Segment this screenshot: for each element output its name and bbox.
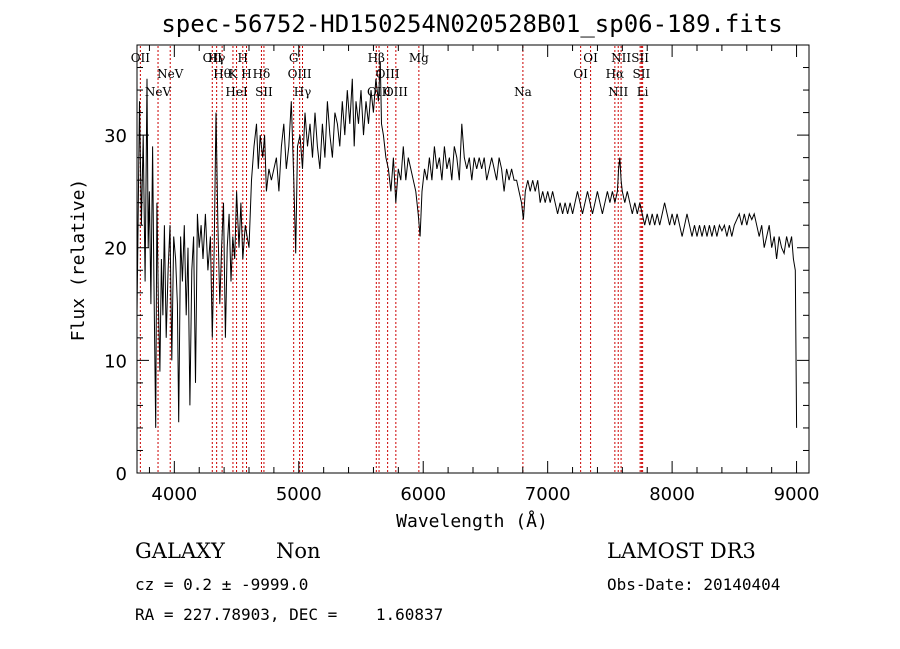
marker-label-15: Hβ <box>368 51 385 65</box>
marker-label-20: Na <box>514 85 532 99</box>
marker-label-2: NeV <box>157 67 184 81</box>
marker-label-10: Hδ <box>253 67 271 81</box>
marker-label-25: NII <box>611 51 631 65</box>
x-tick-label-3: 7000 <box>525 484 571 505</box>
plot-frame <box>136 44 810 474</box>
x-tick-label-2: 6000 <box>400 484 446 505</box>
x-tick-label-0: 4000 <box>151 484 197 505</box>
marker-label-1: NeV <box>145 85 172 99</box>
marker-label-14: Hγ <box>294 85 312 99</box>
marker-label-4: Hγ <box>208 51 226 65</box>
marker-label-18: OIII <box>384 85 408 99</box>
line-markers <box>139 46 644 472</box>
marker-label-24: NII <box>608 85 628 99</box>
object-subclass: Non <box>276 539 321 563</box>
cz-value: cz = 0.2 ± -9999.0 <box>135 575 308 594</box>
x-axis-ticks: 4000 5000 6000 7000 8000 9000 <box>148 45 820 505</box>
marker-label-3: OII <box>203 51 223 65</box>
x-tick-label-4: 8000 <box>649 484 695 505</box>
ra-dec: RA = 227.78903, DEC = 1.60837 <box>135 605 443 624</box>
y-tick-label-1: 10 <box>104 351 127 372</box>
y-tick-label-0: 0 <box>116 464 127 485</box>
x-tick-label-1: 5000 <box>276 484 322 505</box>
marker-label-19: Mg <box>409 51 429 65</box>
marker-label-7: HeI <box>225 85 248 99</box>
y-tick-label-2: 20 <box>104 239 127 260</box>
x-tick-label-5: 9000 <box>774 484 820 505</box>
marker-label-23: Hα <box>606 67 625 81</box>
marker-label-0: OII <box>131 51 151 65</box>
marker-label-22: OI <box>583 51 598 65</box>
spectrum-line <box>136 61 798 428</box>
marker-label-13: OIII <box>288 67 312 81</box>
marker-label-17: OIII <box>376 67 400 81</box>
y-axis-ticks: 0 10 20 30 <box>104 67 809 485</box>
y-axis-label: Flux (relative) <box>68 179 89 342</box>
marker-label-26: SII <box>631 51 649 65</box>
marker-label-8: H <box>238 51 248 65</box>
chart-title: spec-56752-HD150254N020528B01_sp06-189.f… <box>161 10 782 38</box>
marker-label-5: Hθ <box>213 67 231 81</box>
marker-label-27: SII <box>633 67 651 81</box>
obs-date: Obs-Date: 20140404 <box>607 575 780 594</box>
y-tick-label-3: 30 <box>104 126 127 147</box>
marker-label-6: K <box>228 67 238 81</box>
marker-label-21: OI <box>573 67 588 81</box>
survey-name: LAMOST DR3 <box>607 539 756 563</box>
marker-label-28: Li <box>637 85 649 99</box>
x-axis-label: Wavelength (Å) <box>396 510 548 532</box>
object-class: GALAXY <box>135 539 226 563</box>
marker-label-12: G <box>289 51 299 65</box>
marker-label-9: H <box>241 67 251 81</box>
marker-label-11: SII <box>255 85 273 99</box>
